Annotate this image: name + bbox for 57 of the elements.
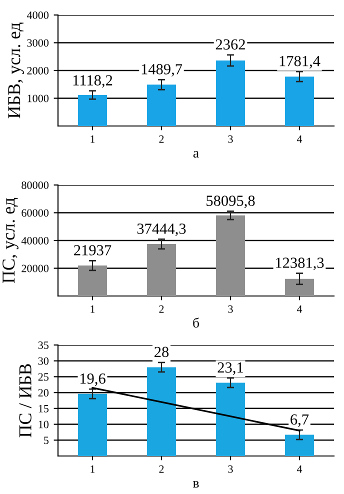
y-tick-label: 25 — [38, 373, 49, 381]
data-label: 58095,8 — [206, 196, 255, 208]
x-tick-label: 2 — [159, 465, 164, 473]
x-tick-label: 3 — [228, 305, 233, 313]
bar — [147, 367, 176, 456]
y-tick-label: 80000 — [22, 181, 49, 189]
x-tick-label: 3 — [228, 465, 233, 473]
y-tick-label: 15 — [38, 404, 49, 412]
x-tick-label: 1 — [90, 465, 95, 473]
bar — [147, 84, 176, 126]
bar — [285, 434, 314, 456]
x-axis-title: б — [193, 318, 200, 328]
bar — [216, 382, 245, 456]
y-axis-title: ИБВ, усл. ед — [8, 22, 24, 118]
data-label: 37444,3 — [137, 224, 186, 236]
data-label: 2362 — [216, 39, 245, 50]
y-axis-title: ПС, усл. ед — [2, 198, 18, 284]
y-tick-label: 1000 — [28, 94, 49, 102]
bar — [285, 76, 314, 126]
data-label: 12381,3 — [276, 258, 324, 270]
y-tick-label: 4000 — [26, 11, 49, 19]
x-tick-label: 4 — [296, 305, 302, 313]
x-tick-label: 2 — [159, 305, 164, 313]
x-tick-label: 1 — [90, 135, 95, 143]
bar — [78, 266, 107, 296]
bar — [78, 94, 107, 126]
bar — [147, 244, 176, 296]
data-label: 19,6 — [80, 373, 106, 386]
data-label: 23,1 — [218, 362, 243, 375]
y-tick-label: 60000 — [22, 209, 49, 217]
x-tick-label: 4 — [296, 135, 302, 143]
y-tick-label: 2000 — [27, 66, 49, 74]
x-axis-title: в — [192, 481, 199, 488]
bar — [216, 215, 245, 296]
x-tick-label: 3 — [228, 135, 233, 143]
y-tick-label: 20 — [38, 389, 49, 397]
data-label: 1489,7 — [142, 64, 182, 77]
y-tick-label: 10 — [38, 420, 49, 428]
y-tick-label: 40000 — [21, 236, 49, 244]
x-tick-label: 4 — [296, 465, 302, 473]
bar — [78, 394, 107, 456]
x-axis-title: а — [193, 151, 199, 158]
data-label: 21937 — [74, 245, 112, 256]
data-label: 6,7 — [290, 414, 309, 427]
data-label: 1118,2 — [73, 75, 112, 88]
y-tick-label: 35 — [38, 341, 49, 349]
x-tick-label: 2 — [159, 135, 164, 143]
y-tick-label: 20000 — [22, 264, 49, 272]
y-tick-label: 30 — [38, 357, 49, 365]
y-tick-label: 3000 — [27, 39, 49, 47]
bar — [216, 60, 245, 126]
y-tick-label: 5 — [44, 436, 49, 444]
bar — [285, 278, 314, 296]
data-label: 28 — [154, 346, 169, 358]
data-label: 1781,4 — [280, 56, 320, 68]
y-axis-title: ПС / ИБВ — [19, 364, 32, 438]
x-tick-label: 1 — [90, 305, 95, 313]
